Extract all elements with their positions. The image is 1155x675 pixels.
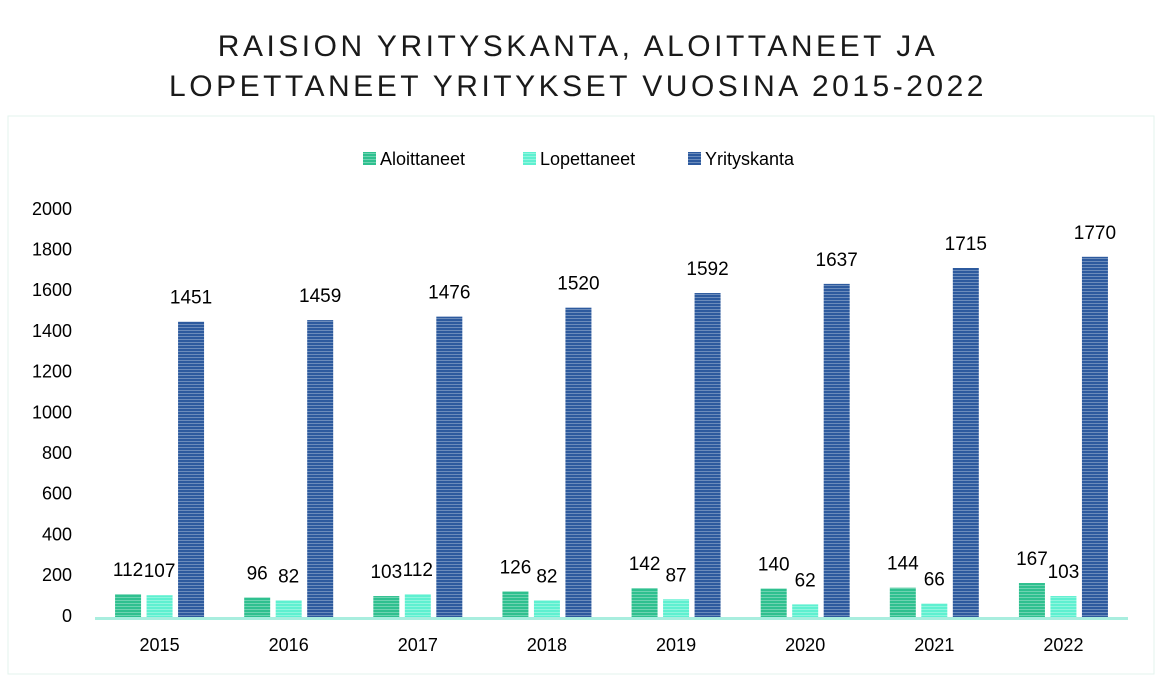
legend-label: Lopettaneet [540,149,635,169]
y-tick-label: 1600 [32,280,72,300]
data-label: 1715 [945,234,987,255]
bar [952,267,979,617]
data-label: 103 [1048,562,1080,583]
y-tick-label: 400 [42,524,72,544]
legend-swatch [363,152,376,165]
y-tick-label: 0 [62,606,72,626]
data-label: 96 [247,563,268,584]
data-label: 126 [500,557,532,578]
bar [115,594,142,617]
bar [823,283,850,617]
x-tick-label: 2017 [398,635,438,655]
bar [663,599,690,617]
bar [889,587,916,617]
data-label: 82 [536,566,557,587]
data-label: 1476 [428,283,470,304]
chart-border [7,115,1155,675]
data-label: 1520 [557,274,599,295]
data-label: 1637 [816,250,858,271]
bar [1081,256,1108,617]
bar [533,600,560,617]
bar [631,588,658,617]
data-label: 1770 [1074,223,1116,244]
data-label: 1459 [299,286,341,307]
bar [1050,596,1077,617]
bar [436,316,463,617]
y-tick-label: 1400 [32,321,72,341]
data-label: 140 [758,555,790,576]
y-tick-label: 1800 [32,239,72,259]
legend-label: Yrityskanta [705,149,795,169]
bar [565,307,592,617]
bar [373,596,400,617]
bar [694,293,721,617]
y-tick-label: 600 [42,484,72,504]
x-tick-label: 2016 [269,635,309,655]
y-tick-label: 1200 [32,362,72,382]
bar [307,320,334,617]
x-tick-label: 2022 [1043,635,1083,655]
data-label: 62 [795,570,816,591]
chart-title: RAISION YRITYSKANTA, ALOITTANEET JA [218,30,938,63]
x-tick-label: 2019 [656,635,696,655]
y-tick-label: 1000 [32,402,72,422]
bar [502,591,529,617]
legend-swatch [523,152,536,165]
data-label: 112 [403,560,433,581]
bar [760,588,787,617]
bar [146,595,173,617]
bar [275,600,302,617]
data-label: 144 [887,554,919,575]
bar [1018,583,1045,617]
x-tick-label: 2020 [785,635,825,655]
data-label: 167 [1016,549,1048,570]
chart-title: LOPETTANEET YRITYKSET VUOSINA 2015-2022 [169,70,987,103]
x-tick-label: 2018 [527,635,567,655]
y-tick-label: 200 [42,565,72,585]
y-tick-label: 800 [42,443,72,463]
data-label: 1592 [686,259,728,280]
bar [921,603,948,617]
data-label: 142 [629,554,661,575]
bar [792,604,819,617]
data-label: 107 [144,561,176,582]
legend-swatch [688,152,701,165]
x-tick-label: 2021 [914,635,954,655]
x-tick-label: 2015 [140,635,180,655]
data-label: 87 [665,565,686,586]
y-tick-label: 2000 [32,199,72,219]
data-label: 103 [370,562,402,583]
data-label: 82 [278,566,299,587]
bar [404,594,431,617]
bar [244,597,271,617]
data-label: 1451 [170,288,212,309]
data-label: 66 [924,570,945,591]
data-label: 112 [113,560,143,581]
legend-label: Aloittaneet [380,149,465,169]
bar [178,321,205,617]
